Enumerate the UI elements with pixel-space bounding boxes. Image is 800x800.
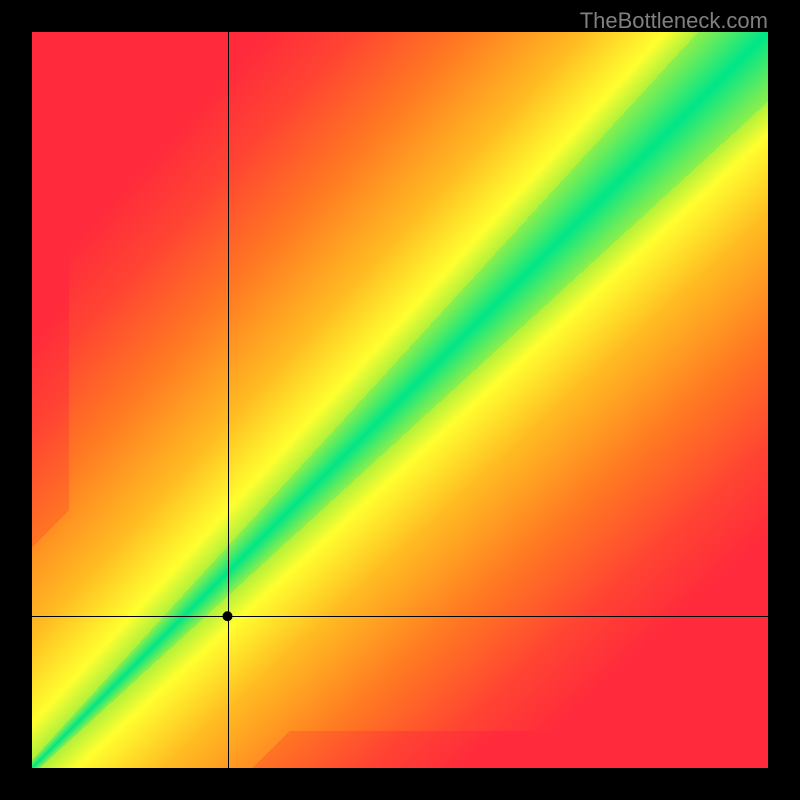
bottleneck-heatmap bbox=[32, 32, 768, 768]
heatmap-canvas bbox=[32, 32, 768, 768]
watermark-text: TheBottleneck.com bbox=[580, 8, 768, 34]
